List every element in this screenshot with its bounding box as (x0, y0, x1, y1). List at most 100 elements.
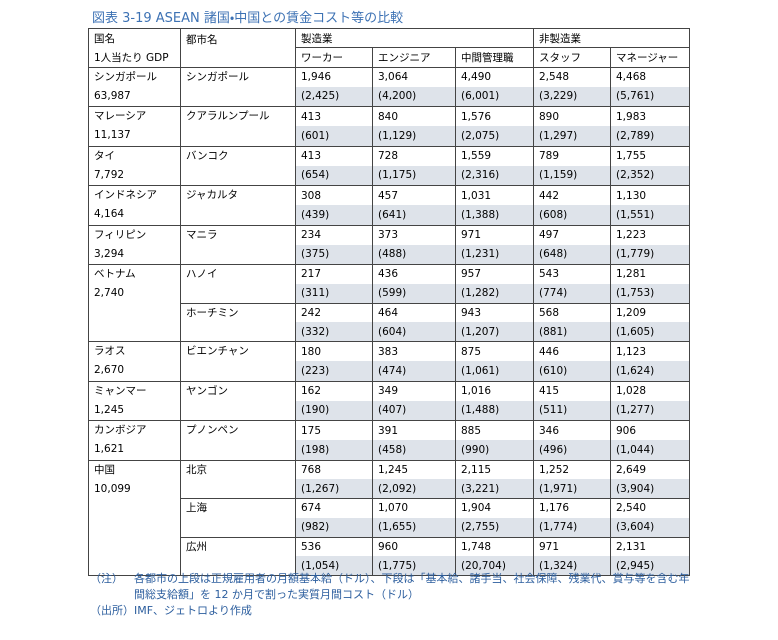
base-wage: 971 (533, 536, 611, 557)
base-wage: 497 (533, 224, 611, 245)
base-wage: 1,904 (455, 497, 534, 518)
total-cost: (610) (533, 361, 611, 381)
total-cost: (332) (295, 322, 373, 342)
total-cost: (1,207) (455, 322, 534, 342)
base-wage: 890 (533, 106, 611, 127)
data-row: (190) (407) (1,488) (511) (1,277) (89, 400, 690, 421)
base-wage: 1,576 (455, 106, 534, 127)
total-cost: (1,775) (372, 556, 456, 576)
total-cost: (1,175) (372, 165, 456, 186)
city-name: ジャカルタ (186, 189, 238, 201)
gdp-value: 1,621 (94, 443, 125, 456)
base-wage: 568 (533, 302, 611, 323)
base-wage: 957 (455, 263, 534, 284)
source: （出所）IMF、ジェトロより作成 (90, 604, 252, 617)
city-cell: ビエンチャン (180, 341, 296, 381)
country-cell: マレーシア 11,137 (88, 106, 181, 146)
data-row: (2,425) (4,200) (6,001) (3,229) (5,761) (89, 86, 690, 107)
base-wage: 960 (372, 536, 456, 557)
total-cost: (982) (295, 517, 373, 537)
total-cost: (1,753) (610, 283, 690, 303)
country-name: シンガポール (94, 70, 157, 83)
header-cell: スタッフ (533, 47, 611, 67)
total-cost: (2,425) (295, 86, 373, 107)
country-cell: 中国 10,099 (88, 459, 181, 576)
data-row: タイ 7,792 バンコク 413 728 1,559 789 1,755 (88, 145, 690, 186)
total-cost: (1,605) (610, 322, 690, 342)
data-row: (311) (599) (1,282) (774) (1,753) (89, 283, 690, 303)
country-cell: タイ 7,792 (88, 145, 181, 186)
total-cost: (604) (372, 322, 456, 342)
header-row: 1人当たり GDP ワーカー エンジニア 中間管理職 スタッフ マネージャー (88, 47, 690, 67)
country-cell: シンガポール 63,987 (88, 66, 181, 107)
total-cost: (20,704) (455, 556, 534, 576)
city-cell: シンガポール (180, 66, 296, 107)
header-cell: ワーカー (295, 47, 373, 67)
total-cost: (439) (295, 205, 373, 225)
total-cost: (3,604) (610, 517, 690, 537)
total-cost: (1,277) (610, 400, 690, 421)
base-wage: 373 (372, 224, 456, 245)
data-row: (1,267) (2,092) (3,221) (1,971) (3,904) (89, 479, 690, 499)
total-cost: (1,159) (533, 165, 611, 186)
total-cost: (375) (295, 244, 373, 265)
base-wage: 2,649 (610, 459, 690, 480)
country-name: タイ (94, 149, 115, 162)
total-cost: (6,001) (455, 86, 534, 107)
base-wage: 885 (455, 420, 534, 441)
total-cost: (496) (533, 440, 611, 460)
total-cost: (2,755) (455, 517, 534, 537)
base-wage: 1,209 (610, 302, 690, 323)
total-cost: (1,054) (295, 556, 373, 576)
country-cell: ラオス 2,670 (88, 341, 181, 381)
table-body: シンガポール 63,987 シンガポール 1,946 3,064 4,490 2,548 4,… (88, 66, 690, 576)
city-cell: 北京 (180, 459, 296, 499)
total-cost: (1,282) (455, 283, 534, 303)
total-cost: (641) (372, 205, 456, 225)
base-wage: 1,031 (455, 185, 534, 206)
data-row: フィリピン 3,294 マニラ 234 373 971 497 1,223 (88, 224, 690, 265)
base-wage: 415 (533, 380, 611, 401)
total-cost: (2,789) (610, 126, 690, 146)
data-row: (223) (474) (1,061) (610) (1,624) (89, 361, 690, 381)
city-name: シンガポール (186, 70, 249, 83)
base-wage: 4,490 (455, 66, 534, 87)
data-row: (654) (1,175) (2,316) (1,159) (2,352) (89, 165, 690, 186)
base-wage: 789 (533, 145, 611, 166)
note-row: （注） 各都市の上段は正規雇用者の月額基本給（ドル）、下段は「基本給、諸手当、社… (90, 571, 690, 603)
base-wage: 728 (372, 145, 456, 166)
title: 図表 3-19 ASEAN 諸国・中国との賃金コスト等の比較 (92, 11, 404, 26)
data-row: (601) (1,129) (2,075) (1,297) (2,789) (89, 126, 690, 146)
total-cost: (1,655) (372, 517, 456, 537)
country-name: インドネシア (94, 189, 157, 201)
country-name: フィリピン (94, 228, 147, 241)
base-wage: 308 (295, 185, 373, 206)
data-row: (439) (641) (1,388) (608) (1,551) (89, 205, 690, 225)
country-name: ミャンマー (94, 384, 147, 397)
total-cost: (1,779) (610, 244, 690, 265)
gdp-value: 4,164 (94, 208, 125, 221)
city-cell: バンコク (180, 145, 296, 186)
base-wage: 1,245 (372, 459, 456, 480)
data-row: ベトナム 2,740 ハノイ 217 436 957 543 1,281 (88, 263, 690, 342)
city-cell: ジャカルタ (180, 185, 296, 225)
total-cost: (488) (372, 244, 456, 265)
base-wage: 234 (295, 224, 373, 245)
wage-table: 国名 都市名 製造業 非製造業 1人当たり GDP ワーカー エンジニア 中間管… (88, 28, 690, 576)
city-name: バンコク (186, 149, 229, 162)
base-wage: 1,123 (610, 341, 690, 362)
total-cost: (2,945) (610, 556, 690, 576)
city-name: ハノイ (186, 268, 218, 280)
total-cost: (1,551) (610, 205, 690, 225)
base-wage: 1,176 (533, 497, 611, 518)
base-wage: 1,748 (455, 536, 534, 557)
country-cell: ミャンマー 1,245 (88, 380, 181, 421)
total-cost: (474) (372, 361, 456, 381)
city-name: マニラ (186, 228, 218, 241)
city-cell: 広州 (180, 536, 296, 576)
base-wage: 1,559 (455, 145, 534, 166)
total-cost: (2,352) (610, 165, 690, 186)
gdp-value: 1,245 (94, 403, 125, 416)
total-cost: (1,324) (533, 556, 611, 576)
